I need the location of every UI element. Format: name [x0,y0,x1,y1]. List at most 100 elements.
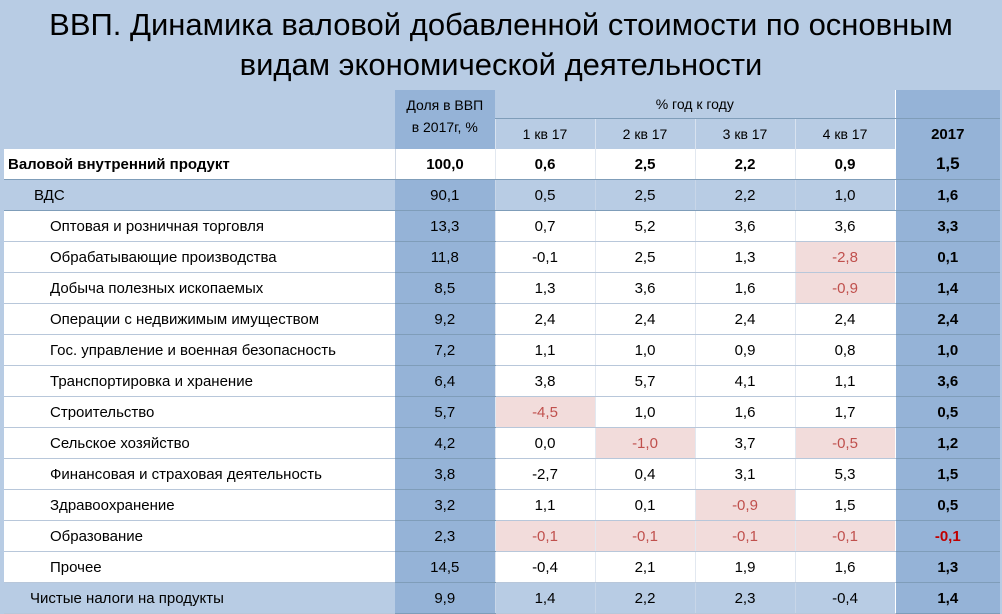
quarter-value-cell: -4,5 [494,396,595,428]
row-label: Гос. управление и военная безопасность [4,334,395,366]
gdp-share-cell: 14,5 [395,551,495,583]
quarter-value-cell: -2,8 [794,241,896,273]
table-row: Транспортировка и хранение 6,4 3,8 5,7 4,1 1,… [4,365,1001,397]
quarter-value-cell: 1,3 [694,241,795,273]
quarter-value-cell: -0,1 [794,520,896,552]
quarter-value-cell: 0,1 [594,489,695,521]
quarter-value-cell: 1,0 [594,334,695,366]
quarter-value-cell: 0,4 [594,458,695,490]
quarter-value-cell: 2,4 [694,303,795,335]
year-value-cell: 1,5 [894,149,1001,180]
quarter-value-cell: 1,6 [694,396,795,428]
quarter-value-cell: 1,1 [794,365,896,397]
gdp-share-cell: 11,8 [395,241,495,273]
quarter-value-cell: 2,5 [594,241,695,273]
quarter-value-cell: -1,0 [594,427,695,459]
quarter-value-cell: 1,5 [794,489,896,521]
year-value-cell: 1,2 [894,427,1001,459]
quarter-value-cell: 0,6 [494,149,595,180]
gdp-share-cell: 8,5 [395,272,495,304]
quarter-value-cell: 3,6 [794,210,896,242]
year-value-cell: 1,4 [894,582,1001,614]
quarter-value-cell: 1,7 [794,396,896,428]
quarter-value-cell: 2,2 [694,149,795,180]
table-row: Чистые налоги на продукты 9,9 1,4 2,2 2,3 -0,… [4,582,1001,614]
quarter-value-cell: 3,7 [694,427,795,459]
quarter-value-cell: 3,8 [494,365,595,397]
quarter-value-cell: 0,0 [494,427,595,459]
quarter-value-cell: 1,1 [494,489,595,521]
quarter-value-cell: 5,3 [794,458,896,490]
gdp-table: Доля в ВВП в 2017г, % % год к году 1 кв … [4,90,1001,614]
quarter-value-cell: 0,9 [694,334,795,366]
table-row: Прочее 14,5 -0,4 2,1 1,9 1,6 1,3 [4,551,1001,583]
table-row: Оптовая и розничная торговля 13,3 0,7 5,2 3,… [4,210,1001,242]
year-header: 2017 [894,118,1001,149]
gdp-share-cell: 90,1 [395,179,495,211]
quarter-value-cell: 3,6 [694,210,795,242]
row-label: Строительство [4,396,395,428]
quarter-header: 2 кв 17 [594,118,695,149]
quarter-value-cell: 2,4 [594,303,695,335]
table-row: ВДС 90,1 0,5 2,5 2,2 1,0 1,6 [4,179,1001,211]
table-row: Здравоохранение 3,2 1,1 0,1 -0,9 1,5 0,5 [4,489,1001,521]
quarter-value-cell: 1,6 [694,272,795,304]
table-row: Добыча полезных ископаемых 8,5 1,3 3,6 1,6 -0… [4,272,1001,304]
year-value-cell: 3,3 [894,210,1001,242]
year-value-cell: 3,6 [894,365,1001,397]
gdp-share-cell: 9,2 [395,303,495,335]
row-label: Сельское хозяйство [4,427,395,459]
row-label: Операции с недвижимым имуществом [4,303,395,335]
table-row: Операции с недвижимым имуществом 9,2 2,4 2,… [4,303,1001,335]
row-label: Оптовая и розничная торговля [4,210,395,242]
quarter-value-cell: 3,1 [694,458,795,490]
year-value-cell: -0,1 [894,520,1001,552]
year-value-cell: 1,3 [894,551,1001,583]
quarter-value-cell: 1,9 [694,551,795,583]
row-label: Чистые налоги на продукты [4,582,395,614]
table-row: Финансовая и страховая деятельность 3,8 -2… [4,458,1001,490]
quarter-value-cell: 2,5 [594,149,695,180]
gdp-share-cell: 3,2 [395,489,495,521]
quarter-value-cell: -0,1 [694,520,795,552]
quarter-value-cell: -0,4 [494,551,595,583]
quarter-value-cell: -2,7 [494,458,595,490]
share-column-header: Доля в ВВП в 2017г, % [395,90,495,149]
gdp-share-cell: 100,0 [394,149,495,180]
gdp-share-cell: 7,2 [395,334,495,366]
table-row: Сельское хозяйство 4,2 0,0 -1,0 3,7 -0,5 1,2 [4,427,1001,459]
row-label: Добыча полезных ископаемых [4,272,395,304]
gdp-share-cell: 2,3 [395,520,495,552]
quarter-value-cell: 2,2 [594,582,695,614]
year-value-cell: 0,1 [894,241,1001,273]
quarter-value-cell: 0,9 [794,149,896,180]
quarter-value-cell: 5,2 [594,210,695,242]
gdp-share-cell: 5,7 [395,396,495,428]
table-row: Валовой внутренний продукт 100,0 0,6 2,5 2,2… [4,149,1001,180]
row-label: Обрабатывающие производства [4,241,395,273]
row-label: Транспортировка и хранение [4,365,395,397]
quarter-value-cell: 2,1 [594,551,695,583]
page-title: ВВП. Динамика валовой добавленной стоимо… [0,0,1002,88]
table-row: Образование 2,3 -0,1 -0,1 -0,1 -0,1 -0,1 [4,520,1001,552]
table-row: Обрабатывающие производства 11,8 -0,1 2,5 1,… [4,241,1001,273]
quarter-value-cell: 2,5 [594,179,695,211]
quarter-value-cell: 0,8 [794,334,896,366]
year-value-cell: 0,5 [894,396,1001,428]
quarter-value-cell: -0,4 [794,582,896,614]
row-label: Прочее [4,551,395,583]
year-value-cell: 0,5 [894,489,1001,521]
row-label: Финансовая и страховая деятельность [4,458,395,490]
quarter-value-cell: 4,1 [694,365,795,397]
quarter-value-cell: 0,7 [494,210,595,242]
quarter-header: 4 кв 17 [794,118,896,149]
year-value-cell: 2,4 [894,303,1001,335]
gdp-share-cell: 13,3 [395,210,495,242]
year-header-top [894,90,1001,119]
year-value-cell: 1,6 [894,179,1001,211]
gdp-share-cell: 4,2 [395,427,495,459]
quarter-value-cell: 1,0 [794,179,896,211]
row-label: Здравоохранение [4,489,395,521]
quarter-value-cell: -0,1 [494,520,595,552]
quarter-value-cell: -0,5 [794,427,896,459]
